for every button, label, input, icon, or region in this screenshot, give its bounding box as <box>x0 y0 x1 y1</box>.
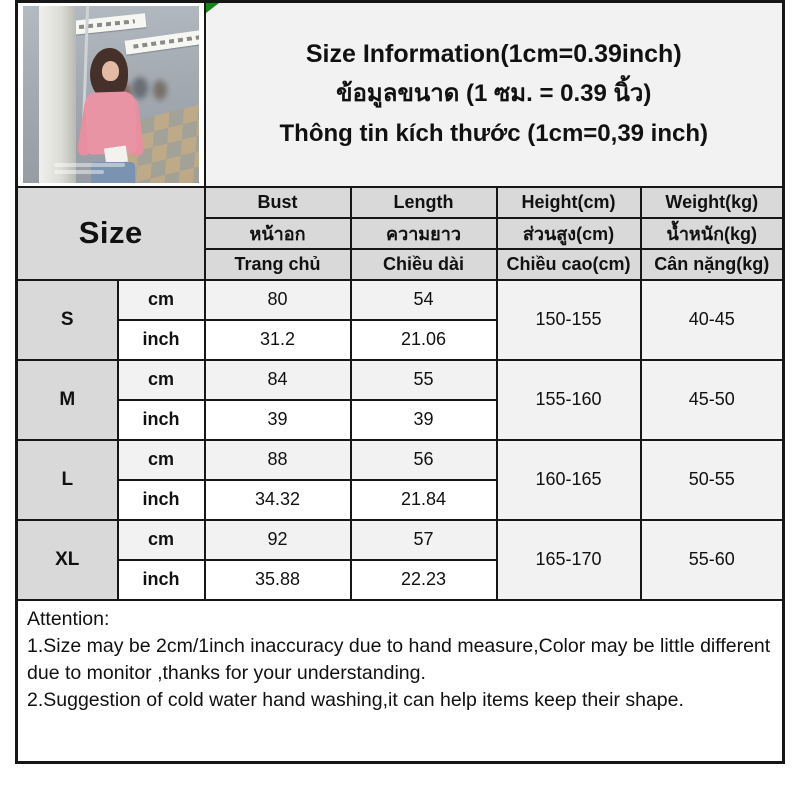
photo-cell <box>15 0 206 188</box>
title-row: Size Information(1cm=0.39inch) ข้อมูลขนา… <box>15 0 785 188</box>
length-cm-l: 56 <box>349 438 498 481</box>
length-cm-s: 54 <box>349 278 498 321</box>
green-corner-marker-icon <box>206 3 219 13</box>
length-cm-m: 55 <box>349 358 498 401</box>
weight-range-l: 50-55 <box>639 438 785 521</box>
unit-label-inch: inch <box>116 478 206 521</box>
col-header-weight-th: น้ำหนัก(kg) <box>639 216 785 250</box>
title-english: Size Information(1cm=0.39inch) <box>305 40 682 69</box>
col-header-weight: Weight(kg) <box>639 185 785 219</box>
col-header-length-vi: Chiều dài <box>349 247 498 281</box>
col-header-height-vi: Chiều cao(cm) <box>495 247 642 281</box>
unit-label-cm: cm <box>116 518 206 561</box>
bust-cm-l: 88 <box>203 438 352 481</box>
title-vietnamese: Thông tin kích thước (1cm=0,39 inch) <box>279 120 709 148</box>
title-thai: ข้อมูลขนาด (1 ซม. = 0.39 นิ้ว) <box>336 80 652 108</box>
col-header-height: Height(cm) <box>495 185 642 219</box>
length-inch-s: 21.06 <box>349 318 498 361</box>
weight-range-m: 45-50 <box>639 358 785 441</box>
bust-inch-l: 34.32 <box>203 478 352 521</box>
table-row-m-inch: inch 39 39 <box>17 398 784 441</box>
height-range-s: 150-155 <box>495 278 642 361</box>
size-label-m: M <box>15 358 119 441</box>
size-header-cell: Size <box>15 185 206 281</box>
size-chart-table: Size Information(1cm=0.39inch) ข้อมูลขนา… <box>15 0 786 764</box>
model-jeans <box>91 161 136 183</box>
size-chart-sheet: Size Information(1cm=0.39inch) ข้อมูลขนา… <box>15 0 786 764</box>
bust-cm-s: 80 <box>203 278 352 321</box>
height-range-l: 160-165 <box>495 438 642 521</box>
bust-cm-xl: 92 <box>203 518 352 561</box>
length-inch-l: 21.84 <box>349 478 498 521</box>
bust-inch-xl: 35.88 <box>203 558 352 601</box>
table-row-s-inch: inch 31.2 21.06 <box>17 318 784 361</box>
col-header-height-th: ส่วนสูง(cm) <box>495 216 642 250</box>
length-cm-xl: 57 <box>349 518 498 561</box>
attention-note-1: 1.Size may be 2cm/1inch inaccuracy due t… <box>27 634 771 685</box>
storefront-pillar <box>38 5 76 183</box>
header-row-english: Size Bust Length Height(cm) Weight(kg) <box>15 185 785 281</box>
unit-label-cm: cm <box>116 438 206 481</box>
header-row-vietnamese: Trang chủ Chiều dài Chiều cao(cm) Cân nặ… <box>17 247 785 281</box>
attention-heading: Attention: <box>27 607 110 630</box>
photo-watermark <box>54 162 125 167</box>
table-row-xl-cm: XL cm 92 57 165-170 55-60 <box>15 518 785 601</box>
height-range-xl: 165-170 <box>495 518 642 601</box>
table-row-l-cm: L cm 88 56 160-165 50-55 <box>15 438 785 521</box>
table-row-s-cm: S cm 80 54 150-155 40-45 <box>15 278 785 361</box>
col-header-bust: Bust <box>203 185 352 219</box>
length-inch-m: 39 <box>349 398 498 441</box>
attention-row: Attention: 1.Size may be 2cm/1inch inacc… <box>15 598 785 764</box>
height-range-m: 155-160 <box>495 358 642 441</box>
title-cell: Size Information(1cm=0.39inch) ข้อมูลขนา… <box>203 0 785 188</box>
storefront-sign <box>124 27 199 55</box>
attention-cell: Attention: 1.Size may be 2cm/1inch inacc… <box>15 598 785 764</box>
model-pink-top <box>85 91 138 156</box>
unit-label-inch: inch <box>116 558 206 601</box>
bust-inch-s: 31.2 <box>203 318 352 361</box>
bust-inch-m: 39 <box>203 398 352 441</box>
table-row-m-cm: M cm 84 55 155-160 45-50 <box>15 358 785 441</box>
col-header-bust-th: หน้าอก <box>203 216 352 250</box>
unit-label-inch: inch <box>116 318 206 361</box>
header-row-thai: หน้าอก ความยาว ส่วนสูง(cm) น้ำหนัก(kg) <box>17 216 785 250</box>
product-photo <box>22 5 199 183</box>
col-header-weight-vi: Cân nặng(kg) <box>639 247 785 281</box>
col-header-length-th: ความยาว <box>349 216 498 250</box>
size-label-l: L <box>15 438 119 521</box>
col-header-length: Length <box>349 185 498 219</box>
table-row-xl-inch: inch 35.88 22.23 <box>17 558 784 601</box>
background-people <box>131 76 148 99</box>
size-label-xl: XL <box>15 518 119 601</box>
unit-label-cm: cm <box>116 278 206 321</box>
size-label-s: S <box>15 278 119 361</box>
unit-label-inch: inch <box>116 398 206 441</box>
bust-cm-m: 84 <box>203 358 352 401</box>
attention-note-2: 2.Suggestion of cold water hand washing,… <box>27 689 684 712</box>
photo-watermark <box>54 169 104 174</box>
background-people <box>152 80 167 101</box>
table-row-l-inch: inch 34.32 21.84 <box>17 478 784 521</box>
length-inch-xl: 22.23 <box>349 558 498 601</box>
model-face <box>101 60 119 81</box>
weight-range-s: 40-45 <box>639 278 785 361</box>
unit-label-cm: cm <box>116 358 206 401</box>
weight-range-xl: 55-60 <box>639 518 785 601</box>
col-header-bust-vi: Trang chủ <box>203 247 352 281</box>
